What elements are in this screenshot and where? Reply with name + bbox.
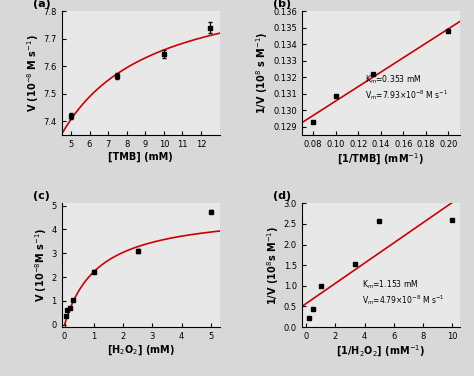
Text: (b): (b) xyxy=(273,0,292,9)
Y-axis label: V (10$^{-8}$M s$^{-1}$): V (10$^{-8}$M s$^{-1}$) xyxy=(33,228,49,302)
Text: K$_m$=1.153 mM
V$_m$=4.79×10$^{-8}$ M s$^{-1}$: K$_m$=1.153 mM V$_m$=4.79×10$^{-8}$ M s$… xyxy=(362,278,445,307)
Text: K$_m$=0.353 mM
V$_m$=7.93×10$^{-8}$ M s$^{-1}$: K$_m$=0.353 mM V$_m$=7.93×10$^{-8}$ M s$… xyxy=(365,74,448,102)
Y-axis label: 1/V (10$^{8}$ s M$^{-1}$): 1/V (10$^{8}$ s M$^{-1}$) xyxy=(255,32,270,114)
X-axis label: [1/TMB] (mM$^{-1}$): [1/TMB] (mM$^{-1}$) xyxy=(337,152,424,167)
X-axis label: [1/H$_2$O$_2$] (mM$^{-1}$): [1/H$_2$O$_2$] (mM$^{-1}$) xyxy=(336,344,425,359)
Y-axis label: 1/V (10$^{8}$s M$^{-1}$): 1/V (10$^{8}$s M$^{-1}$) xyxy=(265,226,281,305)
Text: (a): (a) xyxy=(33,0,51,9)
X-axis label: [TMB] (mM): [TMB] (mM) xyxy=(108,152,173,162)
X-axis label: [H$_2$O$_2$] (mM): [H$_2$O$_2$] (mM) xyxy=(107,344,175,357)
Text: (d): (d) xyxy=(273,191,292,201)
Text: (c): (c) xyxy=(33,191,50,201)
Y-axis label: V (10$^{-8}$ M s$^{-1}$): V (10$^{-8}$ M s$^{-1}$) xyxy=(25,34,41,112)
